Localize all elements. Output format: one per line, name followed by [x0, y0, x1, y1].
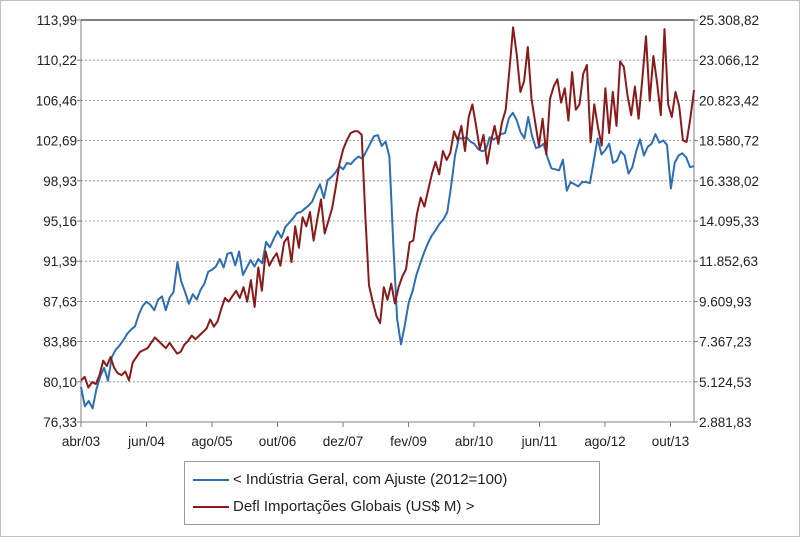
right-tick-label: 9.609,93	[699, 294, 752, 309]
left-tick-label: 87,63	[43, 294, 77, 309]
legend-label-series-1: < Indústria Geral, com Ajuste (2012=100)	[233, 471, 508, 488]
left-tick-label: 95,16	[43, 214, 77, 229]
x-tick-label: ago/05	[191, 434, 232, 449]
right-tick-label: 20.823,42	[699, 93, 759, 108]
x-tick-label: abr/03	[62, 434, 100, 449]
x-tick-label: dez/07	[323, 434, 364, 449]
gridlines	[80, 19, 695, 423]
x-axis-tick-labels: abr/03 jun/04 ago/05 out/06 dez/07 fev/09 abr/…	[62, 422, 689, 449]
legend-item-series-2: Defl Importações Globais (US$ M) >	[193, 498, 474, 515]
left-tick-label: 113,99	[37, 13, 77, 28]
right-axis-tick-labels: 2.881,83 5.124,53 7.367,23 9.609,93 11.852,6…	[694, 13, 759, 430]
right-tick-label: 2.881,83	[699, 415, 752, 430]
x-tick-label: out/13	[652, 434, 690, 449]
x-tick-label: jun/04	[127, 434, 165, 449]
left-tick-label: 83,86	[43, 335, 77, 350]
x-tick-label: fev/09	[390, 434, 427, 449]
x-tick-label: abr/10	[455, 434, 493, 449]
x-tick-label: ago/12	[584, 434, 625, 449]
series-line-2	[80, 26, 695, 389]
left-tick-label: 80,10	[43, 375, 77, 390]
right-tick-label: 16.338,02	[699, 174, 759, 189]
legend-swatch-series-1	[193, 478, 229, 481]
x-tick-label: jun/11	[521, 434, 558, 449]
right-tick-label: 5.124,53	[699, 375, 752, 390]
legend-swatch-series-2	[193, 505, 229, 508]
left-tick-label: 102,69	[36, 134, 77, 149]
x-tick-label: out/06	[259, 434, 297, 449]
series-line-1	[80, 111, 695, 410]
legend-label-series-2: Defl Importações Globais (US$ M) >	[233, 498, 475, 515]
right-tick-label: 14.095,33	[699, 214, 759, 229]
right-tick-label: 11.852,63	[699, 254, 758, 269]
right-tick-label: 23.066,12	[699, 53, 759, 68]
legend-item-series-1: < Indústria Geral, com Ajuste (2012=100)	[193, 471, 507, 488]
legend: < Indústria Geral, com Ajuste (2012=100)…	[184, 461, 600, 525]
left-axis-tick-labels: 76,33 80,10 83,86 87,63 91,39 95,16 98,93 102,6…	[36, 13, 81, 430]
left-tick-label: 76,33	[43, 415, 77, 430]
series-group	[80, 26, 695, 410]
left-tick-label: 106,46	[36, 93, 77, 108]
right-tick-label: 7.367,23	[699, 335, 752, 350]
right-tick-label: 25.308,82	[699, 13, 759, 28]
left-tick-label: 98,93	[43, 174, 77, 189]
left-tick-label: 110,22	[37, 53, 77, 68]
left-tick-label: 91,39	[43, 254, 77, 269]
right-tick-label: 18.580,72	[699, 134, 759, 149]
